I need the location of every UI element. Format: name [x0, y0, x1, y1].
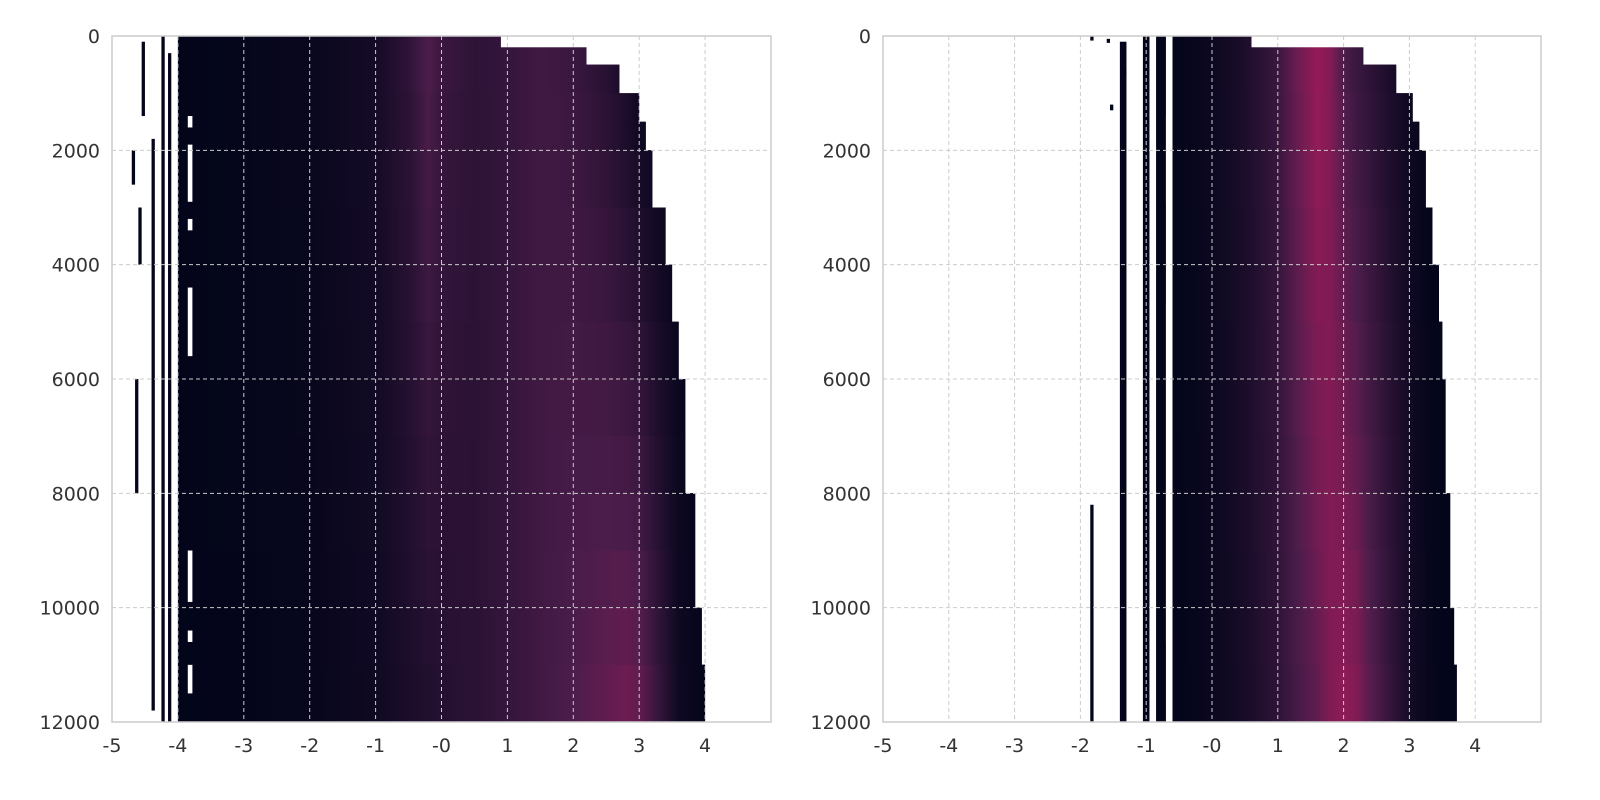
y-tick-label: 12000: [811, 712, 871, 734]
y-tick-label: 10000: [40, 598, 100, 620]
x-tick-label: 3: [1403, 735, 1415, 757]
density-row: [1172, 150, 1459, 208]
x-tick-label: 4: [1469, 735, 1481, 757]
x-tick-label: -0: [432, 735, 451, 757]
gap-stripe: [1151, 41, 1156, 722]
x-tick-label: 1: [501, 735, 513, 757]
sparse-column: [151, 138, 155, 711]
heatmap-panel-right: -5 -4 -3 -2 -1 -0 1 2 3 4 0 2000 4000 6000 8000 10000 12…: [811, 26, 1542, 757]
density-row: [1172, 436, 1459, 494]
plot-frame: [882, 35, 1542, 723]
x-tick-label: -5: [874, 735, 893, 757]
density-row: [1172, 664, 1459, 722]
gap-stripe: [187, 218, 193, 231]
sparse-column: [1110, 104, 1114, 111]
density-row: [1172, 550, 1459, 609]
y-tick-label: 8000: [52, 483, 100, 505]
x-tick-label: -3: [1005, 735, 1024, 757]
gap-stripe: [187, 630, 193, 642]
x-tick-label: -2: [1071, 735, 1090, 757]
x-tick-label: -0: [1203, 735, 1222, 757]
density-row: [1172, 264, 1459, 323]
x-tick-label: -5: [103, 735, 122, 757]
sparse-column: [1090, 504, 1094, 722]
gap-stripe: [187, 116, 193, 128]
sparse-column: [1106, 38, 1111, 43]
density-row: [1172, 607, 1459, 666]
y-tick-label: 10000: [811, 598, 871, 620]
x-tick-label: 3: [633, 735, 645, 757]
sparse-column: [138, 207, 142, 265]
gap-stripe: [187, 287, 193, 357]
x-tick-label: -2: [300, 735, 319, 757]
x-tick-label: -1: [366, 735, 385, 757]
density-row: [177, 264, 706, 323]
sparse-column: [1156, 36, 1166, 722]
gap-stripe: [187, 550, 193, 602]
density-row: [1172, 493, 1459, 551]
sparse-column: [1123, 70, 1127, 77]
x-tick-label: 4: [699, 735, 711, 757]
y-tick-label: 6000: [823, 369, 871, 391]
gap-stripe: [187, 144, 193, 202]
sparse-column: [131, 150, 136, 185]
heatmap-panel-left: -5 -4 -3 -2 -1 -0 1 2 3 4 0 2000 4000 6000 8000 10000 12…: [40, 26, 772, 757]
density-row: [177, 607, 706, 666]
density-row: [1172, 93, 1459, 151]
y-tick-label: 4000: [52, 255, 100, 277]
gap-stripe: [1165, 304, 1172, 642]
sparse-column: [135, 379, 139, 494]
x-tick-label: 1: [1272, 735, 1284, 757]
x-tick-label: 2: [1338, 735, 1350, 757]
sparse-column: [141, 41, 145, 117]
y-tick-label: 0: [88, 26, 100, 48]
sparse-column: [168, 53, 172, 722]
density-row: [1172, 207, 1459, 266]
sparse-column: [1090, 36, 1094, 41]
density-row: [1172, 379, 1459, 437]
plot-frame: [111, 35, 772, 723]
y-tick-label: 2000: [823, 140, 871, 162]
x-tick-label: -3: [234, 735, 253, 757]
y-tick-label: 4000: [823, 255, 871, 277]
x-tick-label: -1: [1137, 735, 1156, 757]
density-row: [1172, 321, 1459, 380]
x-tick-label: 2: [567, 735, 579, 757]
y-tick-label: 8000: [823, 483, 871, 505]
gap-stripe: [1165, 116, 1172, 202]
x-tick-label: -4: [168, 735, 187, 757]
y-tick-label: 6000: [52, 369, 100, 391]
y-tick-label: 2000: [52, 140, 100, 162]
y-tick-label: 0: [859, 26, 871, 48]
sparse-column: [1119, 41, 1127, 722]
x-tick-label: -4: [939, 735, 958, 757]
y-tick-label: 12000: [40, 712, 100, 734]
gap-stripe: [187, 664, 193, 694]
